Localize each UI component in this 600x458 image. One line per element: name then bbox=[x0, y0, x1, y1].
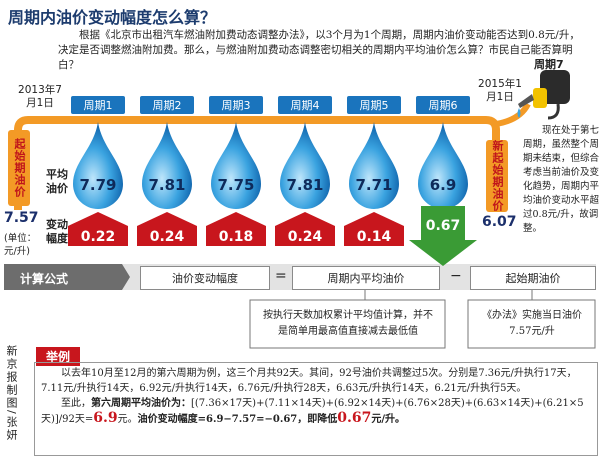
current-period: 周期7 bbox=[534, 58, 564, 71]
avg-price: 7.79 bbox=[79, 176, 116, 194]
change-value: 0.14 bbox=[357, 229, 392, 245]
period-name: 周期6 bbox=[429, 99, 458, 112]
drop bbox=[211, 122, 261, 209]
formula-term: 起始期油价 bbox=[470, 266, 596, 290]
period-tab bbox=[347, 96, 401, 114]
change-arrow bbox=[206, 212, 266, 246]
example-text: 以去年10月至12月的第六周期为例，这三个月共92天。其间，92号油价共调整过5… bbox=[41, 368, 577, 394]
avg-price: 7.71 bbox=[355, 176, 392, 194]
example: 以去年10月至12月的第六周期为例，这三个月共92天。其间，92号油价共调整过5… bbox=[34, 362, 598, 456]
formula-tab bbox=[4, 264, 130, 290]
change-value: 0.22 bbox=[81, 229, 116, 245]
drop bbox=[418, 122, 468, 209]
formula-minus: − bbox=[450, 268, 462, 284]
fuel-nozzle bbox=[517, 70, 570, 120]
end-label: 新起始期油价 bbox=[486, 140, 508, 212]
period-name: 周期4 bbox=[291, 99, 320, 112]
formula-term: 周期内平均油价 bbox=[292, 266, 440, 290]
example-label: 举例 bbox=[36, 347, 81, 366]
change-value: 0.67 bbox=[426, 218, 461, 234]
start-label: 起始期油价 bbox=[8, 130, 30, 206]
pipe bbox=[495, 102, 531, 127]
text: 元。 bbox=[117, 414, 138, 425]
title: 周期内油价变动幅度怎么算？ bbox=[8, 8, 217, 27]
avg-price: 7.81 bbox=[286, 176, 323, 194]
example-calc: 至此，第六周期平均油价为：[(7.36×17天)+(7.11×14天)+(6.9… bbox=[41, 396, 591, 427]
period-name: 周期2 bbox=[153, 99, 182, 112]
change-value: 0.24 bbox=[288, 229, 323, 245]
avg-price: 7.81 bbox=[148, 176, 185, 194]
period-tab bbox=[416, 96, 470, 114]
note-frame bbox=[249, 290, 446, 349]
period-tab bbox=[209, 96, 263, 114]
note-frame bbox=[467, 290, 596, 349]
start-date: 2013年7月1日 bbox=[18, 84, 62, 109]
drop bbox=[73, 122, 123, 209]
drop bbox=[349, 122, 399, 209]
note: 按执行天数加权累计平均值计算，并不是简单用最高值直接减去最低值 bbox=[263, 310, 433, 337]
period-tab bbox=[140, 96, 194, 114]
period-name: 周期3 bbox=[222, 99, 251, 112]
end-price: 6.07 bbox=[482, 214, 517, 230]
pipe bbox=[14, 116, 500, 210]
change-value: 0.24 bbox=[150, 229, 185, 245]
note: 《办法》实施当日油价7.57元/升 bbox=[482, 310, 582, 337]
unit: (单位：元/升) bbox=[4, 233, 37, 257]
period-name: 周期1 bbox=[84, 99, 113, 112]
change-arrow bbox=[344, 212, 404, 246]
drop bbox=[280, 122, 330, 209]
change-arrow bbox=[409, 206, 477, 266]
period-name: 周期5 bbox=[360, 99, 389, 112]
avg-label: 平均油价 bbox=[46, 168, 68, 195]
credit: 新京报制图/张妍 bbox=[5, 345, 18, 442]
text: 至此， bbox=[61, 398, 91, 409]
text: 第六周期平均油价为： bbox=[91, 398, 191, 409]
current-note: 现在处于第七周期，虽然整个周期未结束，但综合考虑当前油价及变化趋势，周期内平均油… bbox=[523, 125, 600, 234]
formula-label: 计算公式 bbox=[20, 272, 69, 286]
change-arrow bbox=[68, 212, 128, 246]
result: 0.67 bbox=[337, 410, 372, 426]
avg-price: 7.75 bbox=[217, 176, 254, 194]
avg-price: 6.9 bbox=[430, 176, 457, 194]
period-tab bbox=[278, 96, 332, 114]
formula-lhs: 油价变动幅度 bbox=[140, 266, 270, 290]
drop bbox=[142, 122, 192, 209]
period-tab bbox=[71, 96, 125, 114]
change-value: 0.18 bbox=[219, 229, 254, 245]
result: 6.9 bbox=[93, 410, 118, 426]
intro: 根据《北京市出租汽车燃油附加费动态调整办法》，以3个月为1个周期，周期内油价变动… bbox=[58, 29, 580, 71]
end-date: 2015年1月1日 bbox=[478, 78, 522, 103]
change-arrow bbox=[137, 212, 197, 246]
formula-equals: = bbox=[275, 268, 287, 284]
text: 油价变动幅度=6.9−7.57=−0.67，即降低 bbox=[137, 414, 338, 425]
text: 元/升。 bbox=[371, 414, 406, 425]
start-price: 7.57 bbox=[4, 210, 39, 226]
text: [(7.36×17天)+(7.11×14天)+(6.92×14天)+(6.76×… bbox=[41, 398, 584, 425]
change-label: 变动幅度 bbox=[46, 218, 68, 245]
change-arrow bbox=[275, 212, 335, 246]
